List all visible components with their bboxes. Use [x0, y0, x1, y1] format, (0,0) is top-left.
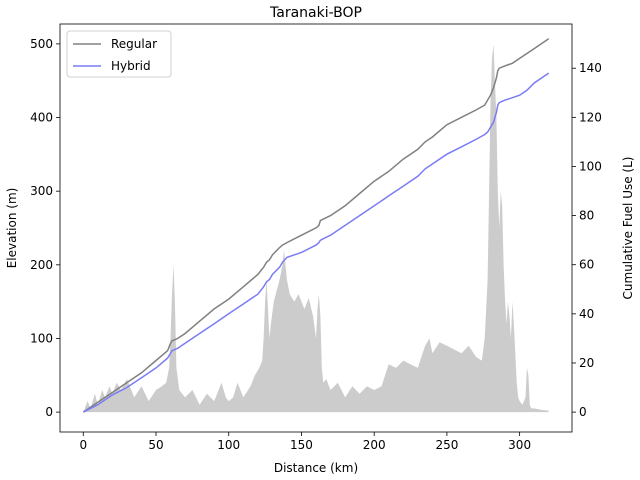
- x-axis-label: Distance (km): [274, 461, 358, 475]
- y-axis-label: Elevation (m): [5, 188, 19, 269]
- y-tick-label: 100: [30, 331, 53, 345]
- fuel-lines-layer: [82, 38, 550, 413]
- y-tick-label: 500: [30, 37, 53, 51]
- y-tick-label: 200: [30, 258, 53, 272]
- y-tick-label: 0: [45, 405, 53, 419]
- elevation-area: [83, 43, 549, 413]
- y2-tick-label: 20: [579, 356, 594, 370]
- y2-axis-label: Cumulative Fuel Use (L): [621, 157, 635, 300]
- y2-tick-label: 60: [579, 258, 594, 272]
- x-tick-label: 250: [435, 438, 458, 452]
- y2-tick-label: 120: [579, 110, 602, 124]
- y2-tick-label: 100: [579, 159, 602, 173]
- y2-tick-label: 80: [579, 209, 594, 223]
- legend-label-hybrid: Hybrid: [111, 59, 151, 73]
- elevation-area-layer: [83, 43, 549, 413]
- y2-axis-ticks: 0 20 40 60 80 100 120 140: [572, 61, 602, 419]
- y2-tick-label: 140: [579, 61, 602, 75]
- x-tick-label: 300: [508, 438, 531, 452]
- series-line-hybrid: [82, 72, 550, 413]
- legend-label-regular: Regular: [111, 37, 157, 51]
- x-tick-label: 200: [363, 438, 386, 452]
- y2-tick-label: 0: [579, 405, 587, 419]
- x-tick-label: 150: [290, 438, 313, 452]
- x-tick-label: 0: [79, 438, 87, 452]
- y-tick-label: 300: [30, 184, 53, 198]
- x-axis-ticks: 0 50 100 150 200 250 300: [79, 432, 531, 452]
- x-tick-label: 50: [148, 438, 163, 452]
- legend: Regular Hybrid: [66, 30, 172, 78]
- x-tick-label: 100: [217, 438, 240, 452]
- legend-items: Regular Hybrid: [73, 37, 157, 73]
- y2-tick-label: 40: [579, 307, 594, 321]
- series-line-regular: [82, 38, 550, 413]
- y-tick-label: 400: [30, 111, 53, 125]
- y-axis-ticks: 0 100 200 300 400 500: [30, 37, 60, 419]
- plot-frame: [59, 23, 573, 433]
- chart-title: Taranaki-BOP: [269, 5, 362, 21]
